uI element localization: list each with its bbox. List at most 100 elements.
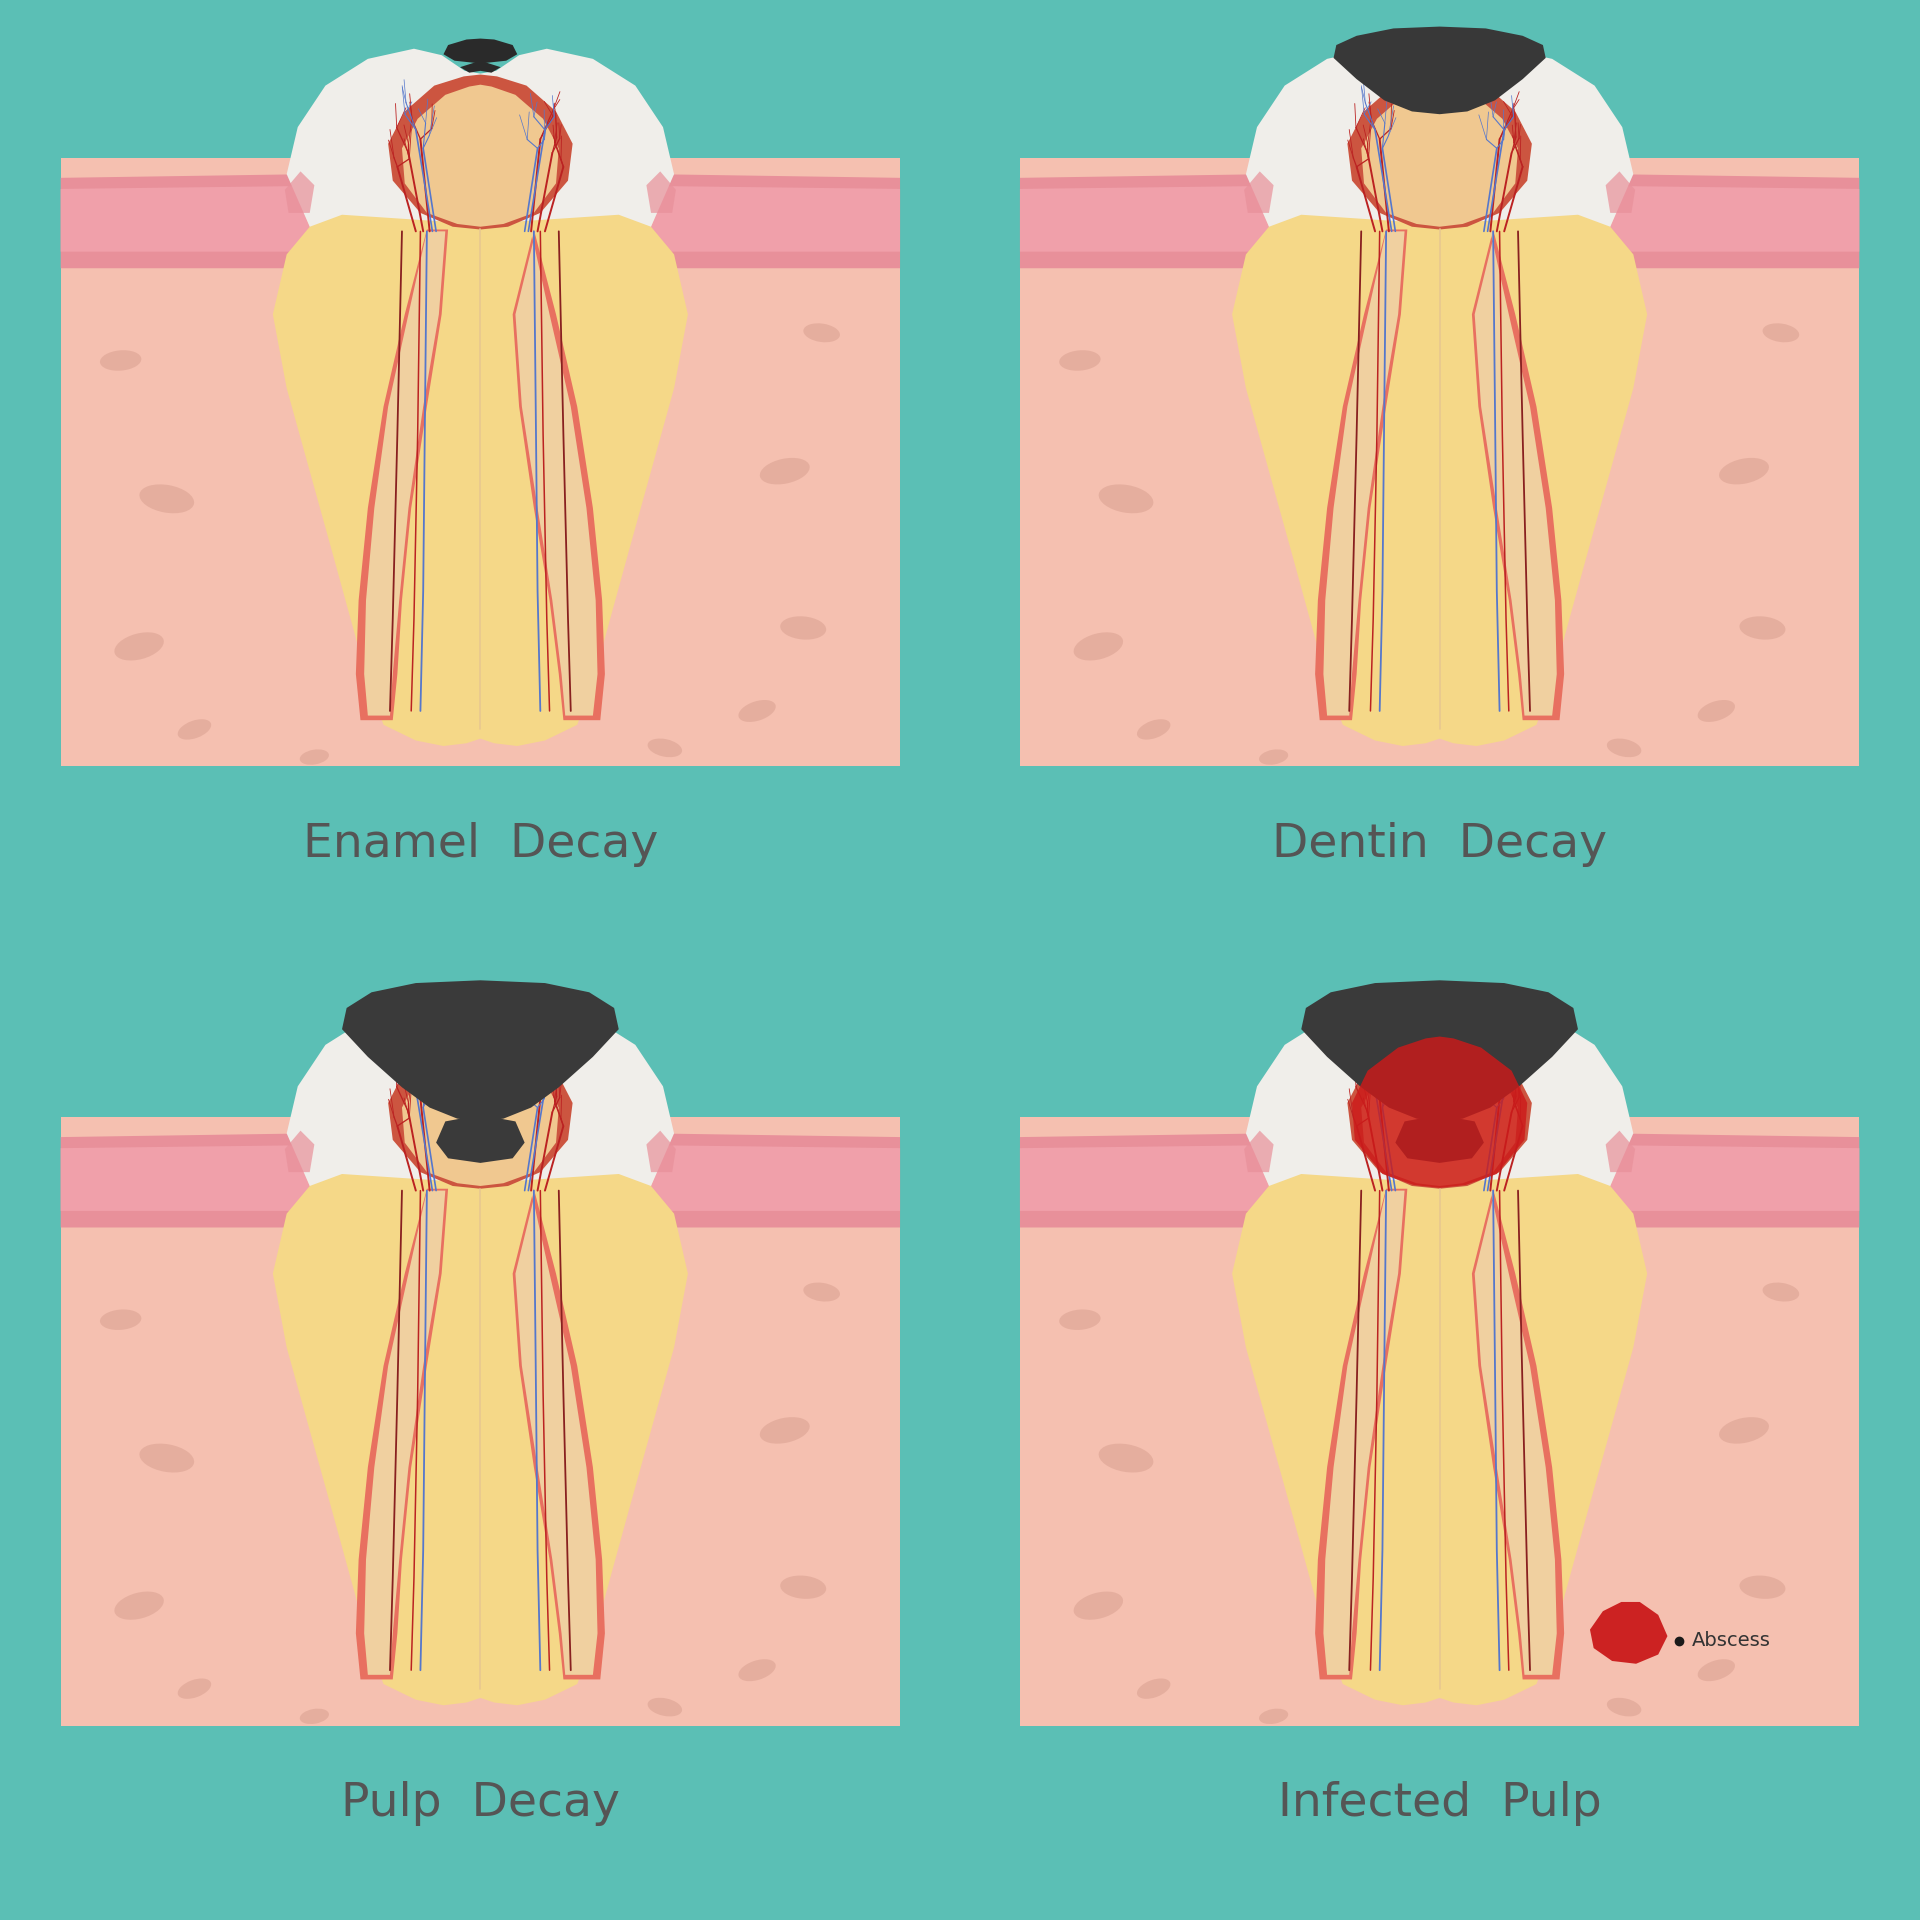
Ellipse shape <box>724 252 753 267</box>
Polygon shape <box>1334 27 1546 113</box>
Ellipse shape <box>1187 1202 1213 1215</box>
Polygon shape <box>1315 1188 1407 1680</box>
Polygon shape <box>1020 184 1859 252</box>
Ellipse shape <box>724 1212 753 1225</box>
Polygon shape <box>1020 173 1859 269</box>
Ellipse shape <box>1137 720 1171 739</box>
Ellipse shape <box>739 1659 776 1682</box>
Polygon shape <box>1475 1190 1557 1674</box>
Polygon shape <box>1246 48 1634 227</box>
Ellipse shape <box>609 207 630 219</box>
Ellipse shape <box>803 323 839 342</box>
Polygon shape <box>61 1144 900 1212</box>
Polygon shape <box>286 1008 674 1187</box>
Ellipse shape <box>100 1309 142 1331</box>
Ellipse shape <box>115 632 163 660</box>
Polygon shape <box>1244 1131 1273 1171</box>
Ellipse shape <box>803 1283 839 1302</box>
Polygon shape <box>1323 230 1405 716</box>
Ellipse shape <box>179 720 211 739</box>
FancyBboxPatch shape <box>1020 1117 1859 1726</box>
Ellipse shape <box>1607 1697 1642 1716</box>
Ellipse shape <box>1697 701 1736 722</box>
Polygon shape <box>284 1131 315 1171</box>
Polygon shape <box>1020 1133 1859 1227</box>
Polygon shape <box>1348 1033 1532 1188</box>
Polygon shape <box>365 1190 445 1674</box>
Ellipse shape <box>1569 1167 1588 1177</box>
Ellipse shape <box>1740 616 1786 639</box>
Ellipse shape <box>140 484 194 513</box>
Text: Infected  Pulp: Infected Pulp <box>1277 1782 1601 1826</box>
Polygon shape <box>61 1133 900 1227</box>
Ellipse shape <box>1098 1444 1154 1473</box>
Polygon shape <box>1396 1116 1484 1164</box>
Ellipse shape <box>1073 632 1123 660</box>
Polygon shape <box>513 1188 605 1680</box>
Polygon shape <box>461 61 501 73</box>
Polygon shape <box>1605 1131 1636 1171</box>
Polygon shape <box>1361 84 1519 227</box>
Polygon shape <box>388 1033 572 1188</box>
Ellipse shape <box>1684 1212 1713 1225</box>
Ellipse shape <box>1607 739 1642 756</box>
Ellipse shape <box>300 1709 328 1724</box>
Ellipse shape <box>1740 1576 1786 1599</box>
Ellipse shape <box>228 1202 253 1215</box>
Ellipse shape <box>1569 207 1588 219</box>
Polygon shape <box>647 1131 676 1171</box>
Polygon shape <box>1233 1014 1647 1705</box>
Text: Enamel  Decay: Enamel Decay <box>303 822 659 868</box>
Ellipse shape <box>1260 749 1288 764</box>
Polygon shape <box>355 230 447 720</box>
Ellipse shape <box>647 739 682 756</box>
Ellipse shape <box>647 1697 682 1716</box>
FancyBboxPatch shape <box>61 157 900 766</box>
FancyBboxPatch shape <box>1020 157 1859 766</box>
Ellipse shape <box>115 1592 163 1620</box>
Polygon shape <box>61 173 900 269</box>
Ellipse shape <box>1684 252 1713 267</box>
Polygon shape <box>515 1190 597 1674</box>
Ellipse shape <box>179 1678 211 1699</box>
Polygon shape <box>284 171 315 213</box>
Polygon shape <box>1352 1037 1526 1188</box>
Ellipse shape <box>332 217 351 227</box>
Polygon shape <box>388 75 572 230</box>
Polygon shape <box>1246 1008 1634 1187</box>
Ellipse shape <box>1098 484 1154 513</box>
Ellipse shape <box>760 457 810 484</box>
Ellipse shape <box>609 1167 630 1177</box>
Ellipse shape <box>1763 1283 1799 1302</box>
Ellipse shape <box>300 749 328 764</box>
Polygon shape <box>1605 171 1636 213</box>
Polygon shape <box>513 230 605 720</box>
FancyBboxPatch shape <box>61 1117 900 1726</box>
Ellipse shape <box>228 244 253 255</box>
Ellipse shape <box>1292 1177 1311 1187</box>
Polygon shape <box>1302 981 1578 1121</box>
Polygon shape <box>436 1116 524 1164</box>
Ellipse shape <box>1697 1659 1736 1682</box>
Polygon shape <box>342 981 618 1121</box>
Polygon shape <box>1473 1188 1565 1680</box>
Polygon shape <box>1233 54 1647 747</box>
Ellipse shape <box>1260 1709 1288 1724</box>
Polygon shape <box>1323 1190 1405 1674</box>
Polygon shape <box>1473 230 1565 720</box>
Polygon shape <box>647 171 676 213</box>
Polygon shape <box>401 1044 559 1187</box>
Polygon shape <box>1244 171 1273 213</box>
Ellipse shape <box>1763 323 1799 342</box>
Polygon shape <box>1475 230 1557 716</box>
Text: Pulp  Decay: Pulp Decay <box>342 1782 620 1826</box>
Ellipse shape <box>760 1417 810 1444</box>
Ellipse shape <box>332 1177 351 1187</box>
Ellipse shape <box>1137 1678 1171 1699</box>
Ellipse shape <box>1718 457 1768 484</box>
Ellipse shape <box>780 1576 826 1599</box>
Polygon shape <box>1361 1044 1519 1187</box>
Ellipse shape <box>1292 217 1311 227</box>
Polygon shape <box>1020 1144 1859 1212</box>
Ellipse shape <box>1187 244 1213 255</box>
